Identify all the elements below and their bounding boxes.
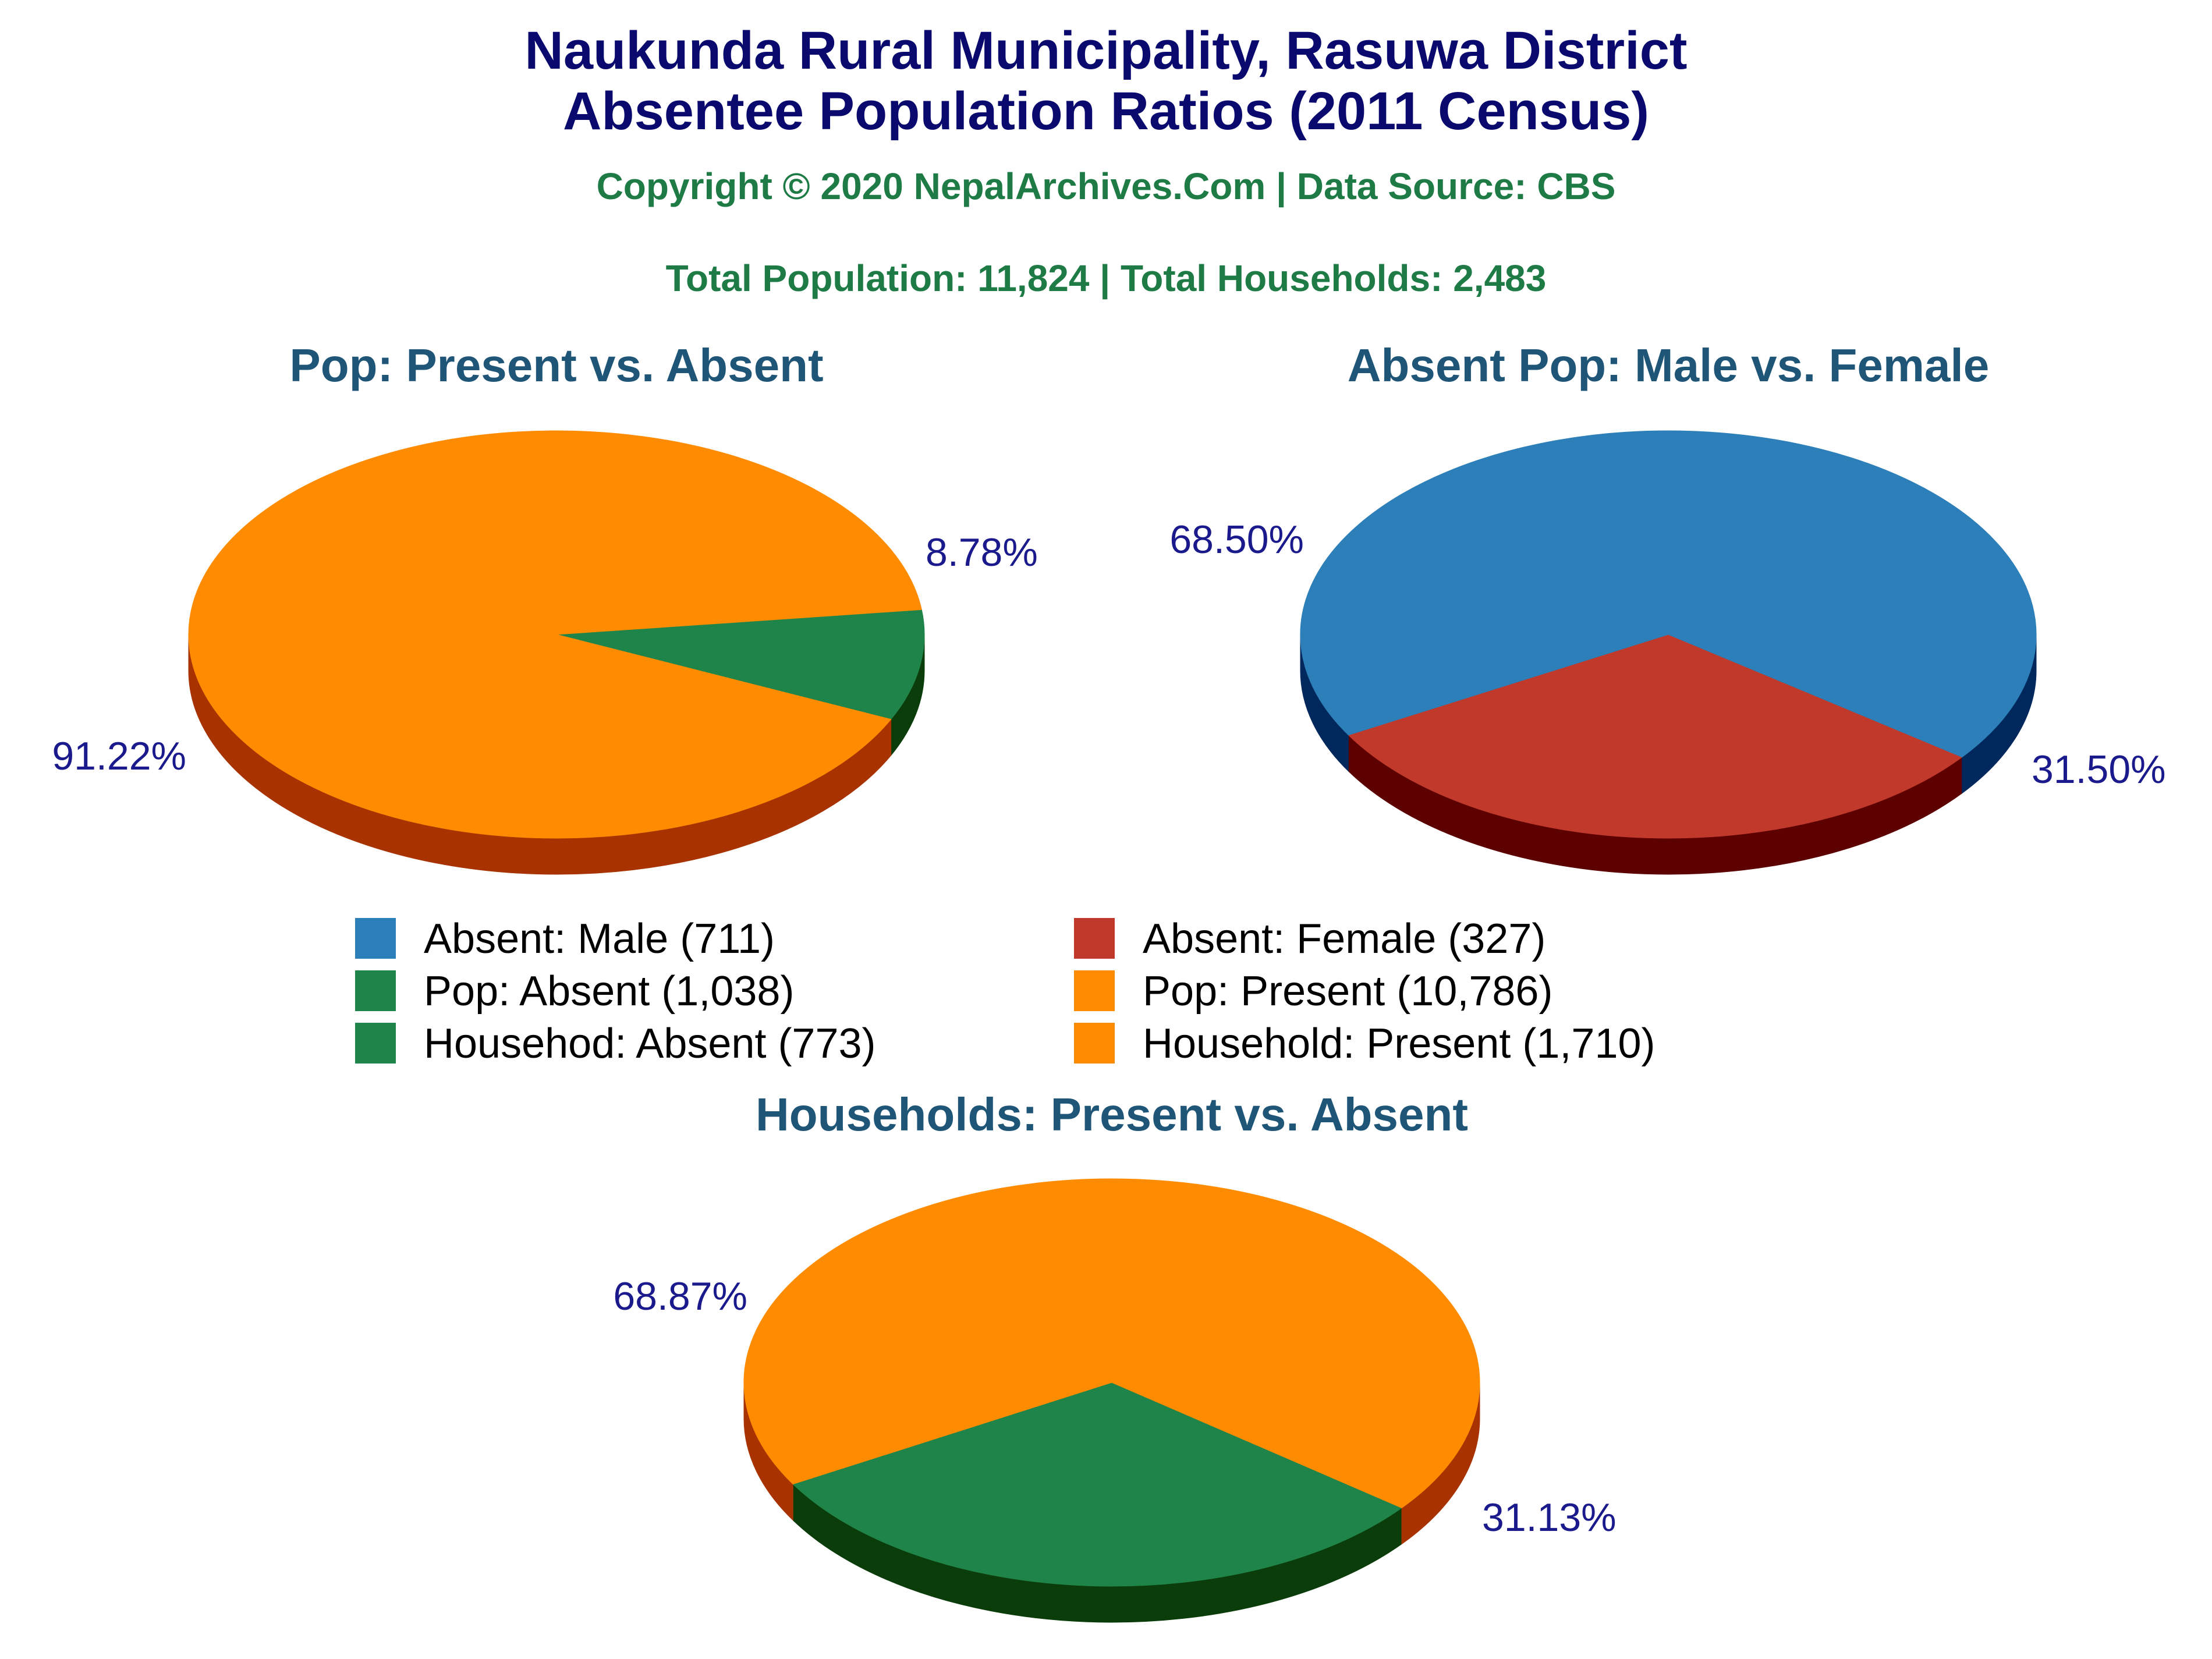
legend-label: Household: Present (1,710) — [1143, 1020, 1656, 1067]
legend-item: Absent: Male (711) — [355, 916, 775, 962]
pie-title-3: Households: Present vs. Absent — [756, 1089, 1468, 1140]
legend-item: Pop: Present (10,786) — [1074, 968, 1552, 1015]
totals-subtitle: Total Population: 11,824 | Total Househo… — [666, 257, 1547, 300]
legend-label: Pop: Absent (1,038) — [424, 968, 794, 1015]
legend-item: Househod: Absent (773) — [355, 1020, 876, 1067]
legend-label: Pop: Present (10,786) — [1143, 968, 1552, 1015]
legend-swatch — [355, 970, 396, 1011]
legend-swatch — [355, 1023, 396, 1064]
main-title-line1: Naukunda Rural Municipality, Rasuwa Dist… — [524, 21, 1687, 80]
pie-label-1-2: 91.22% — [52, 734, 186, 778]
pie-slice-3-1 — [792, 1382, 1403, 1587]
pie-label-2-1: 31.50% — [2032, 747, 2166, 792]
legend-swatch — [1074, 1023, 1115, 1064]
legend-item: Pop: Absent (1,038) — [355, 968, 794, 1015]
pie-slice-1-2 — [188, 430, 922, 839]
pie-slice-2-2 — [1300, 430, 2037, 758]
chart-header: Naukunda Rural Municipality, Rasuwa Dist… — [524, 21, 1687, 300]
pie-chart-2: Absent Pop: Male vs. Female 31.50% 68.50% — [1169, 339, 2166, 875]
legend: Absent: Male (711) Absent: Female (327) Po… — [355, 916, 1656, 1067]
legend-label: Househod: Absent (773) — [424, 1020, 876, 1067]
pie-title-1: Pop: Present vs. Absent — [289, 339, 823, 391]
pie-slice-3-2 — [743, 1178, 1480, 1509]
main-title-line2: Absentee Population Ratios (2011 Census) — [563, 81, 1649, 141]
legend-item: Absent: Female (327) — [1074, 916, 1545, 962]
pie-label-3-2: 68.87% — [613, 1274, 747, 1318]
legend-label: Absent: Female (327) — [1143, 916, 1545, 962]
pie-title-2: Absent Pop: Male vs. Female — [1348, 339, 1990, 391]
pie-label-3-1: 31.13% — [1482, 1495, 1617, 1540]
legend-swatch — [355, 918, 396, 959]
pie-slice-2-1 — [1348, 634, 1963, 839]
legend-swatch — [1074, 918, 1115, 959]
legend-label: Absent: Male (711) — [424, 916, 775, 962]
pie-label-1-1: 8.78% — [926, 530, 1038, 575]
pie-chart-1: Pop: Present vs. Absent 8.78% 91.22% — [52, 339, 1038, 875]
copyright-subtitle: Copyright © 2020 NepalArchives.Com | Dat… — [597, 165, 1616, 208]
pie-charts: Pop: Present vs. Absent 8.78% 91.22% Absent… — [52, 339, 2166, 1623]
pie-label-2-2: 68.50% — [1169, 517, 1304, 562]
pie-chart-3: Households: Present vs. Absent 31.13% 68.8… — [613, 1089, 1617, 1623]
pie-slice-1-1 — [556, 609, 925, 720]
legend-swatch — [1074, 970, 1115, 1011]
legend-item: Household: Present (1,710) — [1074, 1020, 1656, 1067]
